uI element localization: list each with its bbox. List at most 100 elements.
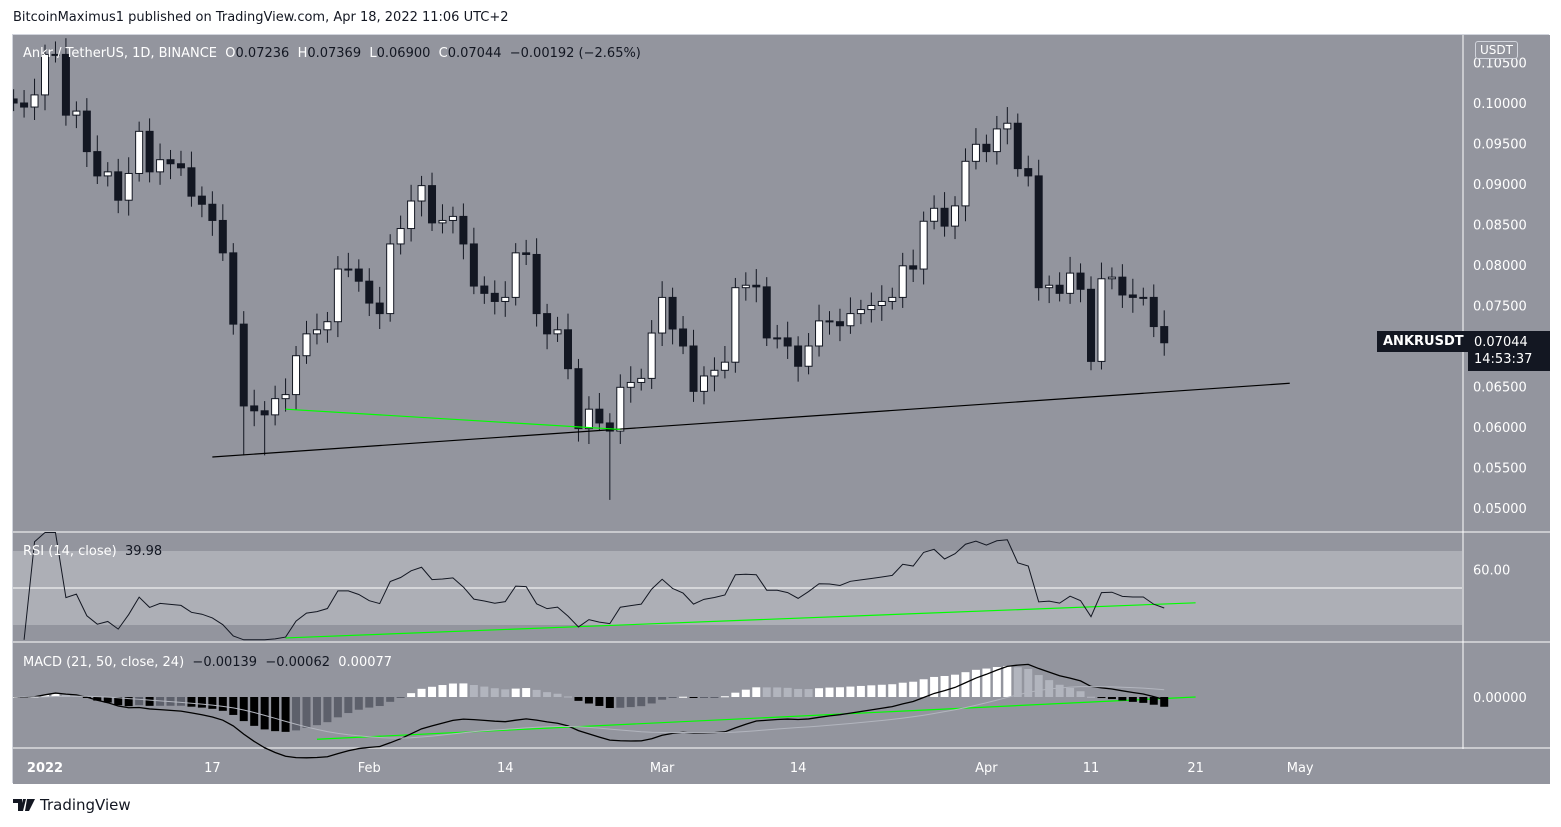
macd-histogram-bar [564, 696, 572, 698]
candle-up [930, 207, 939, 222]
macd-histogram-bar [469, 684, 478, 697]
candle-down [1149, 296, 1158, 328]
currency-button[interactable]: USDT [1475, 41, 1518, 59]
candle-down [197, 195, 206, 205]
rsi-value: 39.98 [124, 544, 163, 559]
candle-down [679, 328, 688, 347]
candle-down [61, 53, 70, 116]
macd-histogram-bar [815, 688, 824, 697]
candle-down [208, 203, 217, 221]
candle-down [689, 345, 698, 392]
macd-histogram-bar [867, 685, 876, 697]
macd-histogram-bar [825, 687, 834, 697]
macd-histogram-bar [260, 697, 269, 730]
macd-histogram-bar [762, 687, 771, 697]
macd-histogram-bar [1024, 668, 1033, 697]
candle-up [333, 268, 342, 323]
trendline-rsi-divergence [285, 602, 1196, 639]
candle-up [438, 219, 447, 224]
candle-up [637, 377, 646, 383]
last-price-tag: 0.07044 14:53:37 [1468, 331, 1550, 371]
macd-hist-value: 0.00077 [338, 655, 393, 670]
candle-up [1097, 278, 1106, 362]
candle-down [595, 408, 604, 424]
candle-down [522, 252, 531, 255]
candle-up [888, 296, 897, 302]
chart-frame[interactable]: 0.10500 0.10000 0.09500 0.09000 0.08500 0.080… [12, 34, 1550, 784]
macd-histogram-bar [417, 688, 426, 697]
macd-histogram-bar [501, 689, 510, 697]
candle-down [794, 345, 803, 367]
price-tick: 0.06000 [1473, 421, 1527, 436]
candle-down [982, 143, 991, 153]
macd-histogram-bar [1087, 696, 1095, 698]
candle-up [124, 172, 133, 201]
macd-histogram-bar [93, 697, 102, 701]
candle-up [51, 53, 60, 56]
macd-histogram-bar [480, 686, 489, 697]
price-tick: 0.08000 [1473, 259, 1527, 274]
time-tick: 21 [1187, 761, 1204, 776]
macd-histogram-bar [229, 697, 238, 715]
macd-histogram-bar [626, 697, 635, 708]
candle-down [1024, 168, 1033, 177]
macd-histogram-bar [239, 697, 248, 722]
macd-histogram-bar [846, 686, 855, 697]
close-label: C [438, 46, 448, 61]
macd-histogram-bar [794, 688, 803, 697]
macd-histogram-bar [1107, 697, 1116, 700]
candle-up [553, 329, 562, 335]
publisher-line: BitcoinMaximus1 published on TradingView… [13, 10, 509, 25]
time-tick: Feb [358, 761, 381, 776]
time-tick: 11 [1083, 761, 1100, 776]
candle-up [616, 386, 625, 432]
candle-up [1003, 122, 1012, 130]
candle-down [668, 296, 677, 330]
low-value: 0.06900 [376, 46, 431, 61]
symbol-name[interactable]: Ankr / TetherUS, 1D, BINANCE [23, 46, 218, 61]
macd-histogram-bar [218, 697, 227, 711]
macd-histogram-bar [783, 687, 792, 697]
candle-down [1013, 122, 1022, 170]
candle-up [281, 394, 290, 400]
macd-histogram-bar [1003, 665, 1012, 697]
candle-up [699, 375, 708, 392]
rsi-line [23, 532, 1165, 641]
chart-canvas[interactable]: 0.10500 0.10000 0.09500 0.09000 0.08500 0.080… [13, 35, 1550, 784]
tradingview-logo[interactable]: TradingView [13, 796, 131, 814]
macd-histogram-bar [689, 697, 698, 698]
candle-up [846, 313, 855, 327]
macd-histogram-bar [281, 697, 290, 732]
macd-histogram-bar [135, 697, 144, 706]
macd-histogram-bar [114, 697, 123, 706]
candle-up [804, 345, 813, 367]
candle-down [909, 265, 918, 270]
macd-histogram-bar [124, 697, 133, 707]
candle-down [13, 98, 18, 104]
candle-down [187, 167, 196, 197]
macd-histogram-bar [699, 697, 708, 698]
candle-up [448, 215, 457, 221]
macd-histogram-bar [333, 697, 342, 718]
candle-up [323, 321, 332, 331]
candle-down [1118, 276, 1127, 296]
candle-up [647, 332, 656, 379]
candle-up [584, 408, 593, 430]
candle-up [951, 205, 960, 227]
high-value: 0.07369 [307, 46, 362, 61]
candle-down [1076, 272, 1085, 290]
candle-up [971, 143, 980, 162]
macd-histogram-bar [877, 684, 886, 697]
open-value: 0.07236 [235, 46, 290, 61]
candle-up [720, 361, 729, 371]
time-tick: 14 [790, 761, 807, 776]
candle-up [271, 398, 280, 416]
candle-up [396, 228, 405, 245]
candle-up [919, 220, 928, 270]
candle-down [605, 422, 614, 432]
change-value: −0.00192 (−2.65%) [509, 46, 641, 61]
close-value: 0.07044 [447, 46, 502, 61]
trendline-support [212, 382, 1290, 458]
macd-histogram-bar [438, 685, 447, 697]
candle-up [710, 369, 719, 377]
